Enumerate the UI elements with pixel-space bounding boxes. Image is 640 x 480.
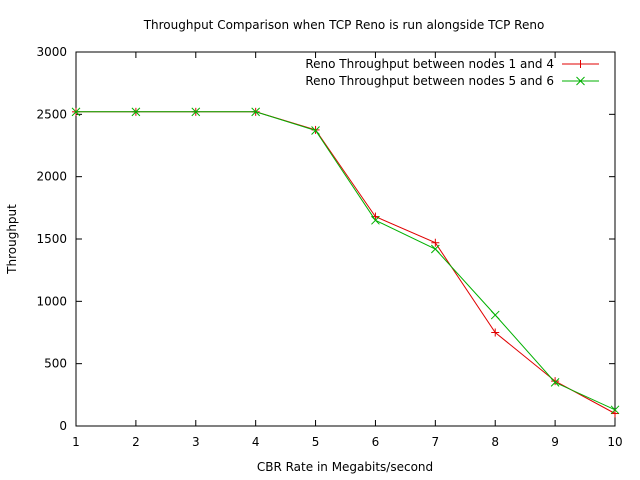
y-tick-label: 2000: [36, 170, 67, 184]
series-layer: [71, 107, 620, 418]
y-axis-label: Throughput: [5, 204, 19, 275]
series-line: [76, 111, 616, 414]
cross-marker: [490, 310, 500, 320]
legend-label: Reno Throughput between nodes 1 and 4: [305, 57, 554, 71]
axis-ticks: 0 500 1000 1500 2000 2500 3000 1 2 3 4 5 6 7 8 9 10: [36, 45, 622, 449]
x-tick-label: 8: [491, 435, 499, 449]
cross-marker: [71, 107, 81, 117]
x-tick-label: 1: [72, 435, 80, 449]
cross-marker: [251, 107, 261, 117]
legend-label: Reno Throughput between nodes 5 and 6: [305, 74, 554, 88]
y-tick-label: 0: [59, 419, 67, 433]
cross-marker: [576, 76, 585, 86]
cross-marker: [550, 378, 560, 387]
x-tick-label: 4: [252, 435, 260, 449]
x-tick-label: 9: [551, 435, 559, 449]
y-tick-label: 500: [44, 357, 67, 371]
plot-area-border: [75, 51, 616, 427]
cross-marker: [311, 126, 320, 135]
x-tick-label: 5: [312, 435, 320, 449]
y-tick-label: 3000: [36, 45, 67, 59]
series-line: [76, 111, 616, 411]
cross-marker: [191, 107, 201, 117]
x-axis-label: CBR Rate in Megabits/second: [257, 460, 433, 474]
series-1: [72, 107, 619, 418]
x-tick-label: 3: [192, 435, 200, 449]
y-tick-label: 1500: [36, 232, 67, 246]
x-tick-label: 6: [372, 435, 380, 449]
series-2: [71, 107, 620, 415]
y-tick-label: 2500: [36, 107, 67, 121]
x-tick-label: 2: [132, 435, 140, 449]
legend: Reno Throughput between nodes 1 and 4 Ren…: [305, 57, 599, 88]
cross-marker: [610, 405, 620, 415]
x-tick-label: 7: [432, 435, 440, 449]
y-tick-label: 1000: [36, 294, 67, 308]
x-tick-label: 10: [607, 435, 622, 449]
chart-title: Throughput Comparison when TCP Reno is r…: [143, 18, 545, 32]
cross-marker: [371, 215, 380, 225]
cross-marker: [131, 107, 141, 117]
cross-marker: [430, 244, 440, 254]
